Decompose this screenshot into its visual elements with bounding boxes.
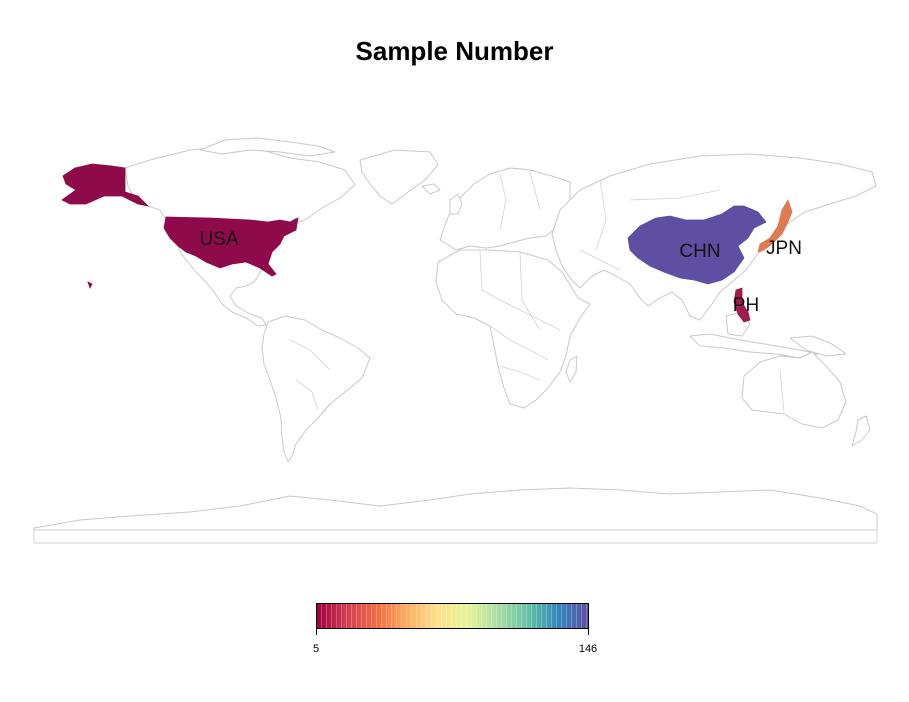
legend-min-label: 5 xyxy=(312,643,320,655)
label-japan: JPN xyxy=(766,238,802,259)
new-guinea xyxy=(789,335,847,357)
iceland xyxy=(421,183,441,195)
legend-tick-max xyxy=(588,629,589,635)
madagascar xyxy=(565,355,578,383)
country-china[interactable] xyxy=(627,205,767,285)
label-philippines: PH xyxy=(733,295,759,316)
map-title: Sample Number xyxy=(355,36,554,66)
country-alaska[interactable] xyxy=(61,163,150,207)
hawaii-island xyxy=(87,281,93,290)
antarctica xyxy=(33,487,878,531)
label-china: CHN xyxy=(679,241,720,262)
australia xyxy=(741,351,847,429)
south-america xyxy=(261,315,371,463)
arctic-islands xyxy=(199,137,336,157)
new-zealand xyxy=(851,415,871,447)
africa xyxy=(435,249,591,409)
country-japan[interactable] xyxy=(757,199,793,253)
country-philippines[interactable] xyxy=(733,287,751,323)
label-usa: USA xyxy=(199,229,238,250)
legend-tick-min xyxy=(316,629,317,635)
map-frame xyxy=(33,530,878,544)
country-usa[interactable] xyxy=(163,216,299,277)
country-borders xyxy=(289,171,785,413)
color-scale-legend xyxy=(316,603,589,629)
legend-max-label: 146 xyxy=(578,643,598,655)
greenland xyxy=(359,149,439,205)
uk-ireland xyxy=(449,193,463,215)
